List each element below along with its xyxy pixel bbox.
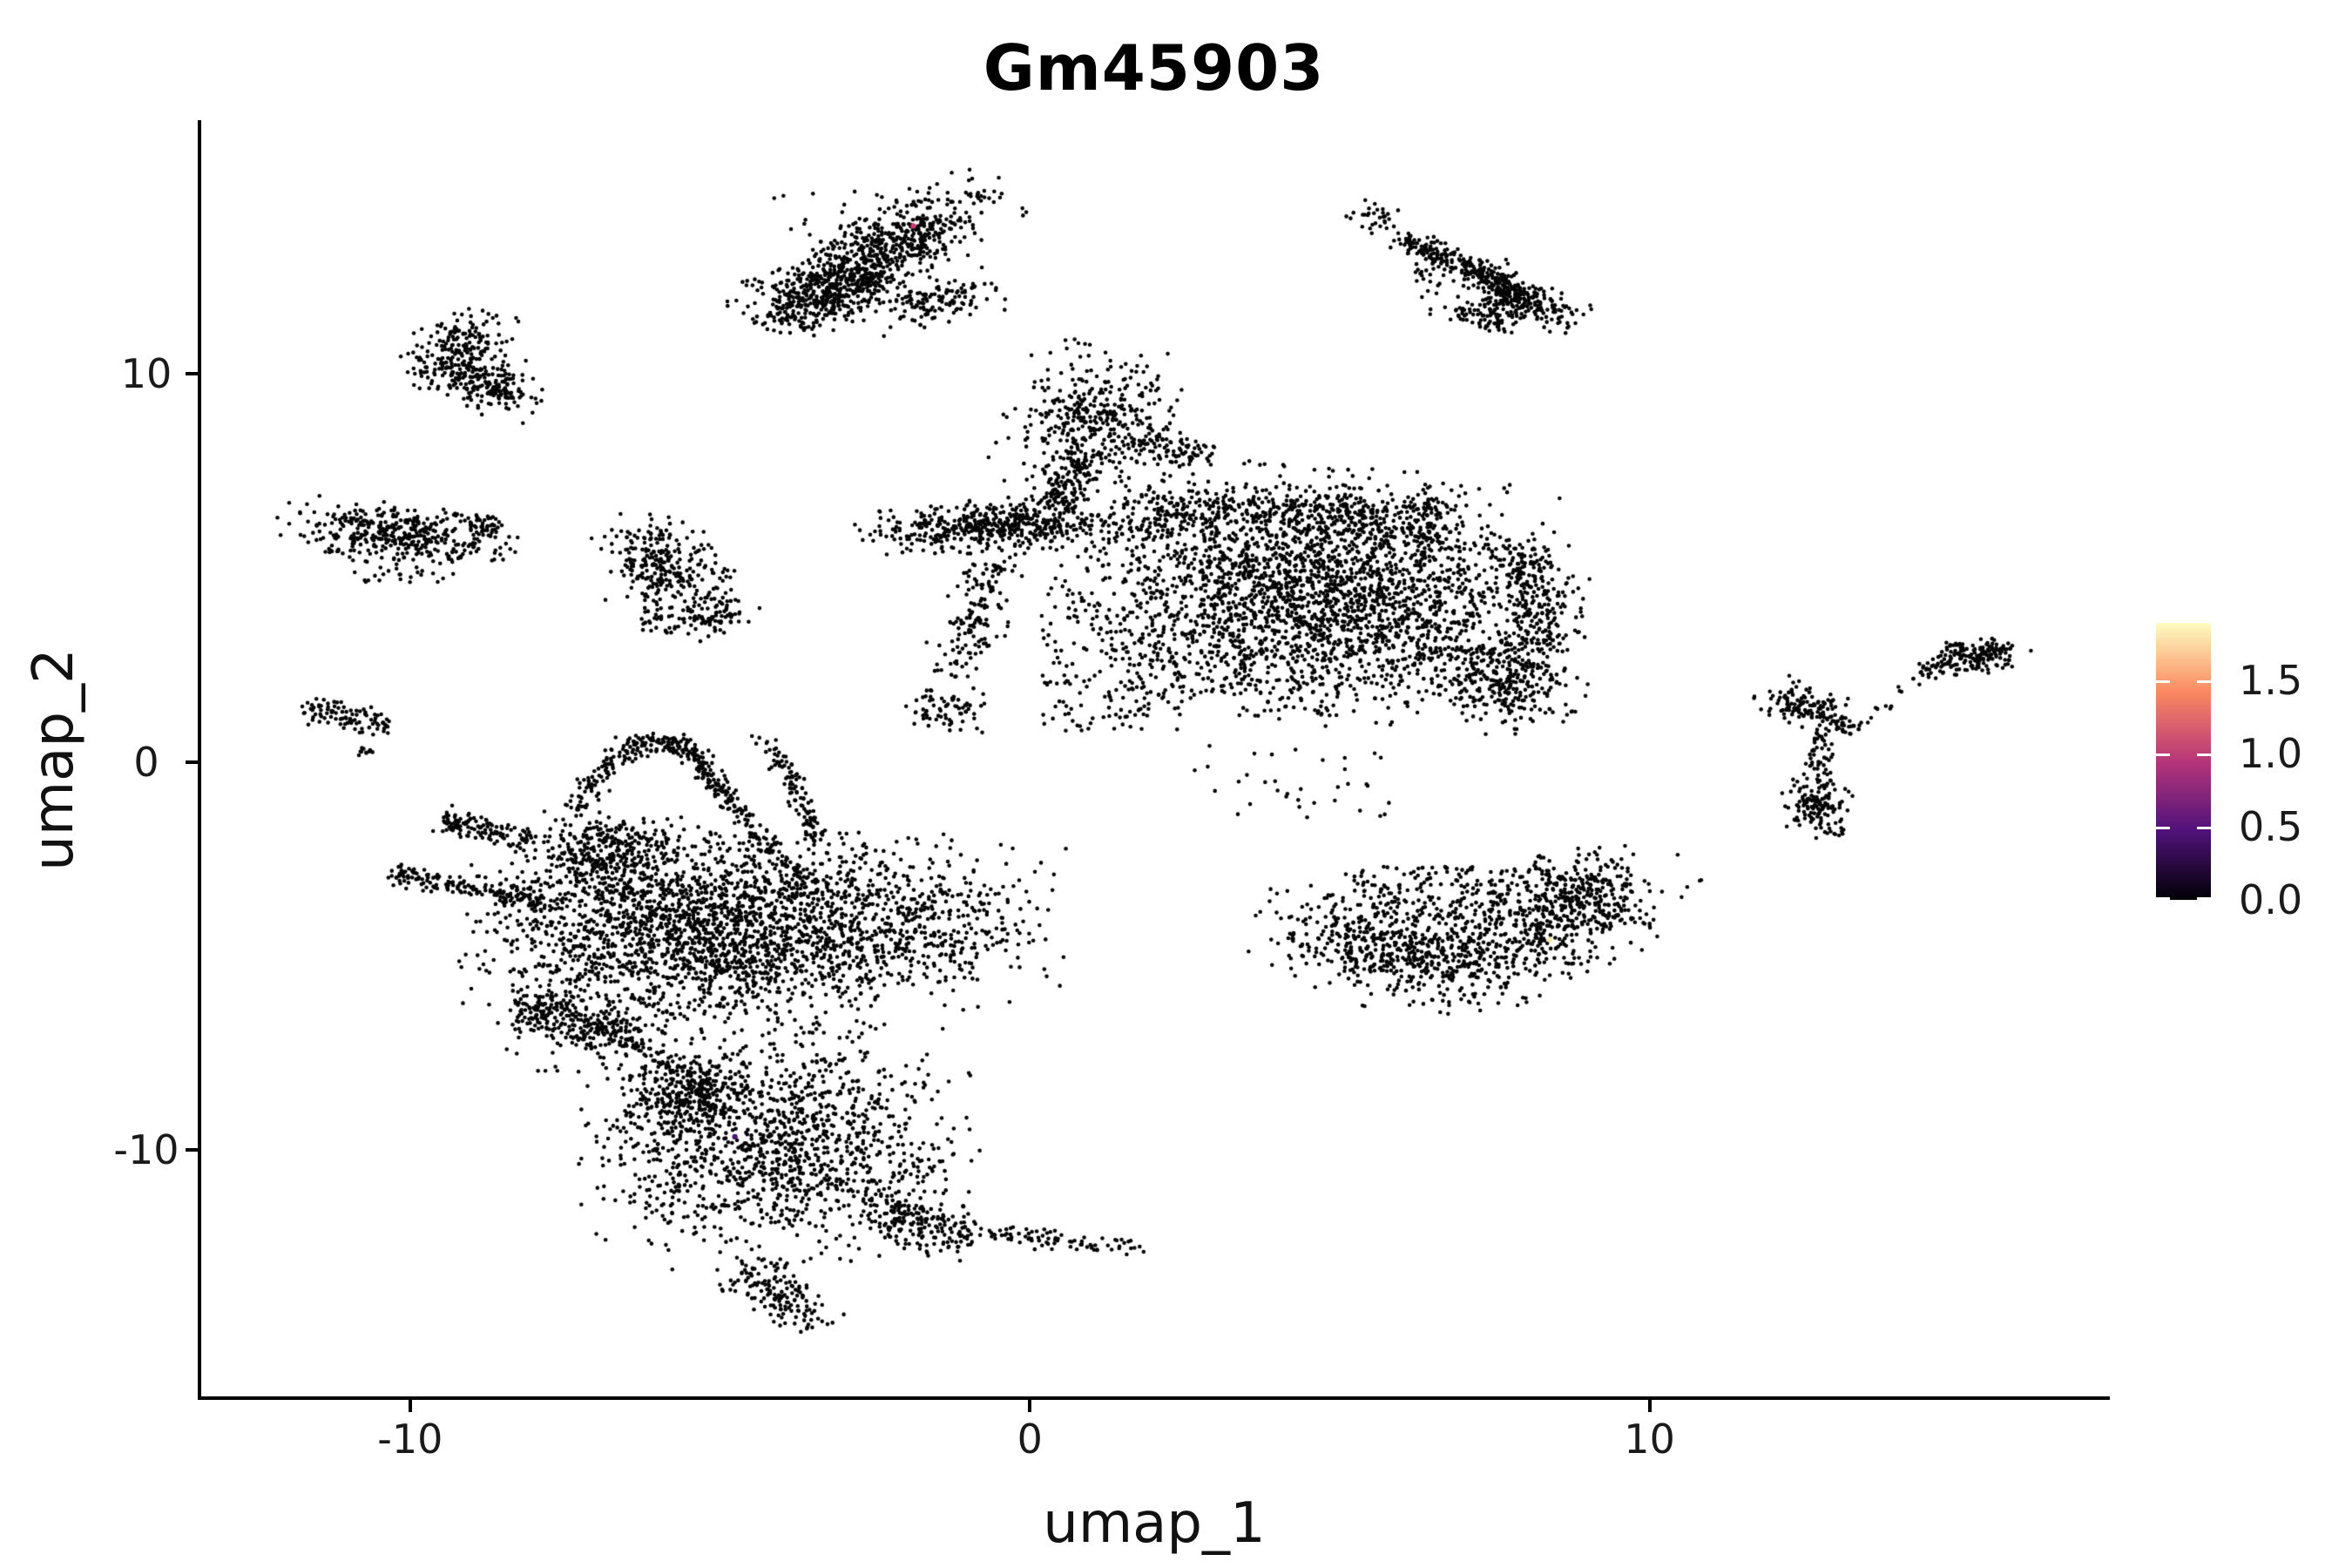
y-tick-mark xyxy=(186,372,198,376)
plot-title: Gm45903 xyxy=(983,31,1325,105)
colorbar-tick-mark xyxy=(2197,753,2211,756)
y-axis-title: umap_2 xyxy=(22,648,86,871)
colorbar-gradient xyxy=(2156,623,2211,900)
x-tick-mark xyxy=(1647,1400,1652,1412)
colorbar-tick-label: 1.5 xyxy=(2239,656,2303,704)
colorbar-tick-mark xyxy=(2156,897,2170,900)
x-tick-mark xyxy=(1028,1400,1032,1412)
x-axis-title: umap_1 xyxy=(1043,1491,1266,1556)
x-axis-spine xyxy=(198,1396,2110,1400)
colorbar-tick-mark xyxy=(2197,679,2211,683)
x-tick-label: 10 xyxy=(1624,1416,1675,1463)
y-tick-mark xyxy=(186,1148,198,1152)
colorbar-tick-mark xyxy=(2197,897,2211,900)
x-tick-mark xyxy=(408,1400,412,1412)
umap-scatter-canvas xyxy=(199,122,2108,1398)
y-tick-mark xyxy=(186,760,198,764)
colorbar xyxy=(2156,623,2211,900)
colorbar-tick-mark xyxy=(2156,826,2170,829)
colorbar-tick-mark xyxy=(2156,753,2170,756)
y-tick-label: 0 xyxy=(133,738,159,786)
colorbar-tick-label: 1.0 xyxy=(2239,729,2303,777)
colorbar-tick-label: 0.0 xyxy=(2239,876,2303,923)
y-axis-spine xyxy=(198,120,201,1400)
y-tick-label: 10 xyxy=(120,350,172,398)
colorbar-tick-mark xyxy=(2197,826,2211,829)
colorbar-tick-mark xyxy=(2156,679,2170,683)
x-tick-label: 0 xyxy=(1017,1416,1043,1463)
y-tick-label: -10 xyxy=(113,1126,179,1173)
colorbar-tick-label: 0.5 xyxy=(2239,802,2303,850)
x-tick-label: -10 xyxy=(377,1416,443,1463)
